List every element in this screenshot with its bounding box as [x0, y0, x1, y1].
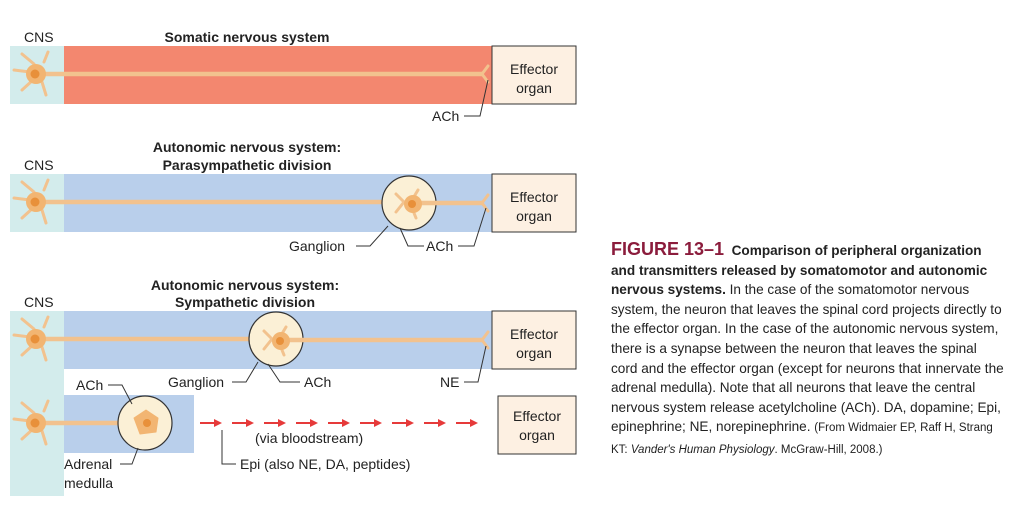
sympathetic-panel: CNS Autonomic nervous system: Sympatheti… [10, 277, 577, 496]
bloodstream-arrow [200, 419, 222, 427]
bloodstream-arrow [296, 419, 318, 427]
para-post-dendrites [394, 188, 420, 220]
symp-pre-nucleus [30, 334, 40, 344]
adrenal-label-line2: medulla [64, 475, 113, 491]
bloodstream-arrow [328, 419, 350, 427]
somatic-ach-label: ACh [432, 108, 459, 124]
symp-effector-line2: organ [516, 345, 552, 361]
somatic-motor-neuron [12, 50, 490, 97]
somatic-ach-leader [464, 79, 489, 117]
symp-ach-leader [267, 363, 300, 383]
somatic-dendrites [12, 50, 50, 97]
para-preganglionic-neuron [12, 178, 402, 225]
symp-post-dendrites [262, 325, 288, 357]
epi-label: Epi (also NE, DA, peptides) [240, 456, 410, 472]
para-effector-line2: organ [516, 208, 552, 224]
epi-leader [221, 430, 236, 465]
symp-dendrites [12, 315, 50, 362]
para-effector-organ [491, 173, 577, 233]
para-ganglion-label: Ganglion [289, 238, 345, 254]
bloodstream-arrow [232, 419, 254, 427]
adrenal-pre-nucleus [30, 418, 40, 428]
figure-source: (From Widmaier EP, Raff H, Strang KT: Va… [611, 422, 993, 456]
figure-title: Comparison of peripheral organization an… [611, 243, 988, 298]
symp-ne-label: NE [440, 374, 459, 390]
bloodstream-arrow [392, 419, 414, 427]
symp-effector-organ [491, 310, 577, 370]
bloodstream-arrow [360, 419, 382, 427]
para-ach-leader [399, 227, 424, 247]
symp-cns-label: CNS [24, 294, 54, 310]
somatic-axon-terminal [480, 64, 490, 84]
somatic-effector-line2: organ [516, 80, 552, 96]
para-effector-line1: Effector [510, 189, 558, 205]
symp-title-line2: Sympathetic division [175, 294, 315, 310]
para-title-line1: Autonomic nervous system: [153, 139, 341, 155]
somatic-nucleus [30, 69, 40, 79]
somatic-title: Somatic nervous system [165, 29, 330, 45]
bloodstream-arrow [456, 419, 478, 427]
symp-axon-terminal [480, 330, 490, 350]
para-axon-terminal [480, 193, 490, 213]
adrenal-ach-leader [108, 384, 133, 405]
adrenal-label-line1: Adrenal [64, 456, 112, 472]
adrenal-medulla-leader [120, 447, 139, 465]
para-cns-label: CNS [24, 157, 54, 173]
symp-effector-line1: Effector [510, 326, 558, 342]
adrenal-dendrites [12, 399, 50, 446]
para-dendrites [12, 178, 50, 225]
para-post-nucleus [408, 200, 416, 208]
adrenal-panel: ACh Adrenal medulla (via bloodstream) Ep… [12, 377, 577, 491]
nervous-system-diagram: CNS Somatic nervous system Effector orga… [10, 29, 577, 496]
symp-ach-label: ACh [304, 374, 331, 390]
symp-ne-leader [464, 345, 487, 383]
symp-title-line1: Autonomic nervous system: [151, 277, 339, 293]
figure-caption: FIGURE 13–1 Comparison of peripheral org… [611, 239, 1006, 461]
para-postganglionic-neuron [394, 188, 490, 220]
somatic-effector-organ [491, 45, 577, 105]
adrenal-effector-organ [497, 395, 577, 455]
adrenal-effector-line2: organ [519, 427, 555, 443]
figure-body: In the case of the somatomotor nervous s… [611, 282, 1004, 435]
symp-postganglionic-neuron [262, 325, 490, 357]
bloodstream-arrow [424, 419, 446, 427]
figure-number: FIGURE 13–1 [611, 239, 725, 259]
source-prefix: (From Widmaier EP, Raff H, Strang KT: [611, 422, 993, 456]
somatic-panel: CNS Somatic nervous system Effector orga… [10, 29, 577, 124]
adrenal-ach-label: ACh [76, 377, 103, 393]
symp-post-nucleus [276, 337, 284, 345]
bloodstream-arrows [200, 419, 478, 427]
para-title-line2: Parasympathetic division [163, 157, 332, 173]
source-suffix: . McGraw-Hill, 2008.) [774, 443, 883, 456]
para-ach-leader-2 [458, 207, 487, 247]
adrenal-effector-line1: Effector [513, 408, 561, 424]
symp-ganglion-label: Ganglion [168, 374, 224, 390]
source-title: Vander's Human Physiology [630, 443, 775, 456]
para-ach-label: ACh [426, 238, 453, 254]
bloodstream-label: (via bloodstream) [255, 430, 363, 446]
adrenal-cell-nucleus [143, 419, 151, 427]
para-ganglion-leader [356, 225, 389, 247]
bloodstream-arrow [264, 419, 286, 427]
somatic-effector-line1: Effector [510, 61, 558, 77]
parasympathetic-panel: CNS Autonomic nervous system: Parasympat… [10, 139, 577, 254]
para-pre-nucleus [30, 197, 40, 207]
symp-ganglion-leader [232, 361, 259, 383]
symp-preganglionic-neuron [12, 315, 270, 362]
somatic-cns-label: CNS [24, 29, 54, 45]
